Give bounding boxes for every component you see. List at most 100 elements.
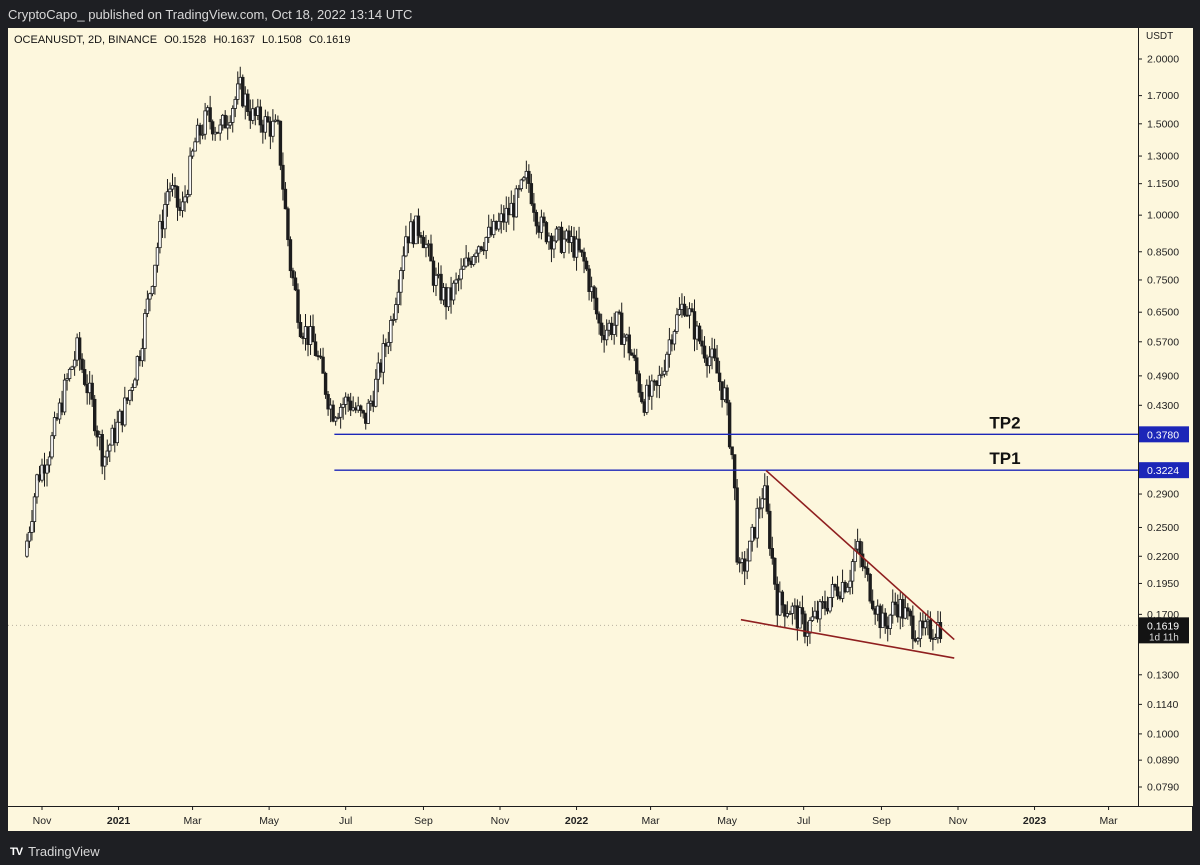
wedge-layer — [740, 469, 955, 659]
candle — [707, 346, 712, 374]
candle — [768, 503, 772, 556]
candle — [908, 608, 913, 626]
candle — [527, 164, 531, 193]
candle-body-up — [677, 309, 682, 316]
candle-body-up — [760, 498, 764, 509]
candle — [454, 272, 458, 295]
candle — [584, 257, 589, 272]
candle — [431, 256, 436, 293]
candle — [692, 299, 697, 352]
candle — [539, 209, 544, 240]
candle-body-down — [906, 607, 910, 612]
y-tick-label: 0.8500 — [1147, 246, 1179, 258]
candle — [115, 410, 119, 446]
candle-body-up — [203, 110, 207, 135]
candle — [758, 496, 762, 519]
candle-body-down — [823, 601, 827, 609]
candle-body-up — [464, 257, 468, 267]
price-axis[interactable] — [1138, 28, 1193, 806]
candle-body-up — [454, 279, 458, 284]
y-tick-label: 2.0000 — [1147, 54, 1179, 66]
tradingview-logo[interactable]: TV TradingView — [10, 844, 100, 859]
y-tick-label: 0.7500 — [1147, 274, 1179, 286]
candle — [183, 185, 187, 212]
candle-body-up — [665, 353, 669, 372]
candle — [155, 242, 160, 273]
candle — [582, 247, 586, 274]
ohlc-open: O0.1528 — [164, 34, 207, 46]
candle — [484, 236, 488, 259]
candle — [933, 633, 938, 641]
candle-body-down — [281, 164, 285, 190]
candle — [90, 374, 94, 407]
candle-body-up — [798, 607, 802, 629]
candle-body-up — [103, 456, 107, 467]
candle — [394, 297, 398, 323]
candle — [228, 115, 232, 129]
candle-body-up — [657, 374, 662, 386]
candle — [828, 597, 832, 614]
candle — [348, 392, 353, 417]
candle — [732, 454, 737, 501]
candle-body-up — [645, 384, 649, 413]
candle-body-down — [223, 114, 227, 129]
wedge-lower-line — [740, 618, 955, 659]
candle — [175, 185, 180, 221]
candle-body-up — [848, 580, 852, 588]
candle-body-up — [456, 278, 461, 281]
candle-body-up — [108, 444, 112, 452]
candle — [416, 208, 421, 244]
candle — [401, 246, 406, 280]
candle — [918, 612, 923, 648]
candle — [333, 416, 338, 426]
candle-body-up — [374, 378, 378, 407]
candle-body-up — [517, 188, 521, 191]
candle — [145, 290, 150, 318]
candle-body-up — [50, 435, 54, 458]
y-tick-label: 1.1500 — [1147, 178, 1179, 190]
candle-body-down — [544, 222, 549, 243]
candle — [883, 608, 887, 634]
candle-body-up — [389, 320, 393, 343]
candle-body-up — [810, 616, 815, 621]
y-tick-label: 1.3000 — [1147, 151, 1179, 163]
x-tick-label: May — [717, 815, 738, 827]
candle-body-down — [241, 76, 245, 107]
candle-body-down — [359, 405, 363, 411]
candle — [650, 374, 654, 410]
candle-body-up — [188, 155, 192, 196]
candle — [835, 575, 840, 600]
candle — [780, 589, 785, 614]
tradingview-logo-icon: TV — [10, 845, 23, 858]
candle-body-up — [70, 366, 74, 370]
candle-body-down — [266, 116, 270, 123]
candle — [682, 296, 687, 318]
candle-body-up — [748, 540, 752, 562]
candle — [700, 329, 704, 355]
candle — [276, 115, 280, 125]
candle-body-down — [700, 340, 704, 347]
chart-area[interactable] — [8, 28, 1138, 806]
candle-body-up — [758, 507, 762, 510]
candle — [456, 275, 461, 292]
candle-body-down — [278, 120, 283, 166]
candle — [773, 557, 777, 590]
candle-body-up — [707, 356, 712, 367]
candle-body-up — [622, 336, 626, 345]
candle-body-down — [803, 613, 807, 637]
candle — [210, 119, 215, 141]
candle — [645, 379, 649, 415]
y-tick-label: 0.0790 — [1147, 782, 1179, 794]
time-axis[interactable] — [8, 806, 1192, 831]
candle — [421, 230, 426, 249]
candle-body-down — [421, 236, 426, 249]
candle-body-up — [32, 496, 37, 523]
candle — [587, 264, 591, 301]
candle — [399, 267, 403, 306]
candle — [597, 311, 601, 335]
candle-body-up — [474, 252, 478, 257]
candle — [808, 617, 812, 644]
candle-body-up — [614, 311, 619, 326]
candle-body-down — [534, 212, 539, 227]
